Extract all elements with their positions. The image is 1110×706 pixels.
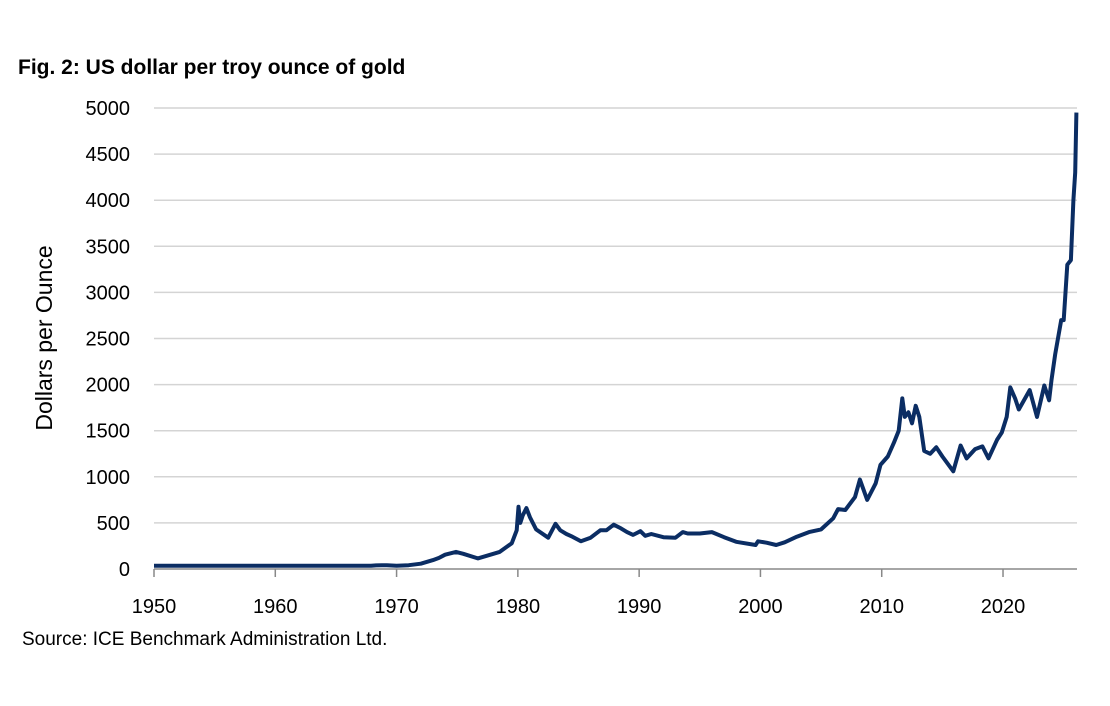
y-tick-label: 4000 (86, 190, 131, 212)
y-tick-label: 3500 (86, 236, 131, 258)
y-tick-label: 2500 (86, 329, 131, 351)
x-tick-label: 1980 (496, 596, 541, 618)
x-tick-label: 2000 (738, 596, 783, 618)
y-tick-label: 5000 (86, 98, 131, 120)
series-line-gold-price (154, 112, 1079, 568)
y-axis-label: Dollars per Ounce (31, 245, 57, 430)
y-tick-label: 2000 (86, 375, 131, 397)
chart-title: Fig. 2: US dollar per troy ounce of gold (18, 56, 406, 79)
y-tick-label: 3000 (86, 282, 131, 304)
y-tick-label: 0 (119, 559, 130, 581)
x-tick-label: 1970 (374, 596, 419, 618)
y-tick-label: 1000 (86, 467, 131, 489)
x-axis-ticks: 1950 1960 1970 1980 1990 2000 2010 2020 (132, 569, 1026, 618)
y-axis-ticks: 0 500 1000 1500 2000 2500 3000 3500 4000 4500 5000 (86, 98, 131, 581)
x-tick-label: 1990 (617, 596, 662, 618)
y-tick-label: 1500 (86, 421, 131, 443)
x-tick-label: 1950 (132, 596, 177, 618)
x-tick-label: 2020 (981, 596, 1026, 618)
gridlines (154, 107, 1077, 524)
y-tick-label: 500 (97, 513, 130, 535)
x-tick-label: 1960 (253, 596, 298, 618)
x-tick-label: 2010 (859, 596, 904, 618)
y-tick-label: 4500 (86, 144, 131, 166)
source-note: Source: ICE Benchmark Administration Ltd… (22, 629, 388, 650)
